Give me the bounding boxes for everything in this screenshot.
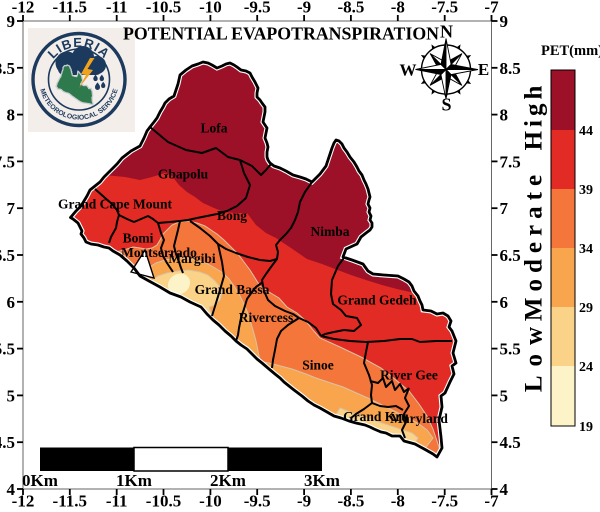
svg-text:PET(mm): PET(mm): [541, 43, 600, 59]
svg-text:S: S: [441, 95, 451, 115]
svg-text:W: W: [400, 61, 417, 80]
svg-text:3Km: 3Km: [304, 471, 340, 490]
svg-text:1Km: 1Km: [116, 471, 152, 490]
svg-text:Bomi: Bomi: [123, 231, 154, 246]
svg-text:2Km: 2Km: [210, 471, 246, 490]
svg-text:9: 9: [500, 12, 509, 31]
svg-text:Grand Gedeh: Grand Gedeh: [337, 293, 417, 308]
svg-text:-7.5: -7.5: [431, 0, 458, 17]
svg-text:Montserrado: Montserrado: [121, 245, 197, 260]
svg-text:Grand Bassa: Grand Bassa: [195, 282, 270, 297]
svg-text:-10.5: -10.5: [146, 0, 181, 17]
svg-text:9: 9: [7, 12, 16, 31]
svg-text:-7: -7: [484, 0, 499, 17]
svg-text:24: 24: [579, 360, 593, 375]
svg-text:8.5: 8.5: [0, 59, 15, 78]
svg-text:Maryland: Maryland: [390, 411, 448, 426]
svg-text:5.5: 5.5: [500, 340, 521, 359]
svg-text:Margibi: Margibi: [168, 251, 215, 266]
svg-text:4: 4: [7, 480, 16, 499]
svg-text:0Km: 0Km: [22, 471, 58, 490]
svg-text:34: 34: [579, 242, 593, 257]
svg-text:-11.5: -11.5: [53, 492, 87, 511]
svg-text:-8.5: -8.5: [337, 492, 364, 511]
svg-text:River Gee: River Gee: [380, 368, 438, 383]
svg-text:Low: Low: [521, 318, 548, 392]
svg-text:4.5: 4.5: [0, 433, 15, 452]
svg-text:E: E: [478, 60, 489, 79]
svg-text:Bong: Bong: [217, 208, 247, 223]
svg-text:-11.5: -11.5: [53, 0, 87, 17]
svg-text:-11: -11: [106, 0, 128, 17]
svg-text:-8: -8: [391, 492, 405, 511]
svg-text:6.5: 6.5: [0, 246, 15, 265]
svg-text:7: 7: [7, 199, 16, 218]
svg-text:Sinoe: Sinoe: [302, 358, 334, 373]
svg-text:4.5: 4.5: [500, 433, 521, 452]
svg-text:-7: -7: [484, 492, 499, 511]
svg-text:High: High: [521, 82, 548, 151]
svg-text:-7.5: -7.5: [431, 492, 458, 511]
svg-text:-12: -12: [12, 492, 35, 511]
svg-text:4: 4: [500, 480, 509, 499]
svg-text:29: 29: [579, 301, 593, 316]
svg-text:-10: -10: [199, 492, 222, 511]
svg-text:8: 8: [7, 106, 16, 125]
svg-text:5: 5: [500, 386, 509, 405]
svg-text:POTENTIAL EVAPOTRANSPIRATION: POTENTIAL EVAPOTRANSPIRATION: [123, 24, 439, 44]
svg-text:-11: -11: [106, 492, 128, 511]
svg-text:-8: -8: [391, 0, 405, 17]
svg-text:6.5: 6.5: [500, 246, 521, 265]
svg-text:8: 8: [500, 106, 509, 125]
svg-text:Grand Cape Mount: Grand Cape Mount: [58, 197, 173, 212]
svg-text:7.5: 7.5: [0, 152, 15, 171]
svg-text:Lofa: Lofa: [201, 121, 228, 136]
svg-text:Gbapolu: Gbapolu: [158, 167, 209, 182]
svg-text:44: 44: [579, 124, 593, 139]
svg-text:7: 7: [500, 199, 509, 218]
svg-text:6: 6: [500, 293, 509, 312]
svg-text:5: 5: [7, 386, 16, 405]
svg-text:-9: -9: [297, 492, 311, 511]
svg-text:-10: -10: [199, 0, 222, 17]
svg-text:-9.5: -9.5: [244, 0, 271, 17]
svg-text:-8.5: -8.5: [337, 0, 364, 17]
svg-text:-9: -9: [297, 0, 311, 17]
svg-text:-12: -12: [12, 0, 35, 17]
svg-text:N: N: [440, 22, 453, 42]
svg-text:Nimba: Nimba: [310, 224, 349, 239]
svg-text:Grand Kru: Grand Kru: [343, 409, 409, 424]
svg-text:Rivercess: Rivercess: [239, 310, 293, 325]
svg-text:Moderate: Moderate: [521, 169, 548, 321]
svg-text:39: 39: [579, 183, 593, 198]
svg-text:-9.5: -9.5: [244, 492, 271, 511]
svg-text:5.5: 5.5: [0, 340, 15, 359]
svg-text:-10.5: -10.5: [146, 492, 181, 511]
svg-text:8.5: 8.5: [500, 59, 521, 78]
svg-text:7.5: 7.5: [500, 152, 521, 171]
svg-text:19: 19: [579, 420, 593, 435]
svg-text:6: 6: [7, 293, 16, 312]
